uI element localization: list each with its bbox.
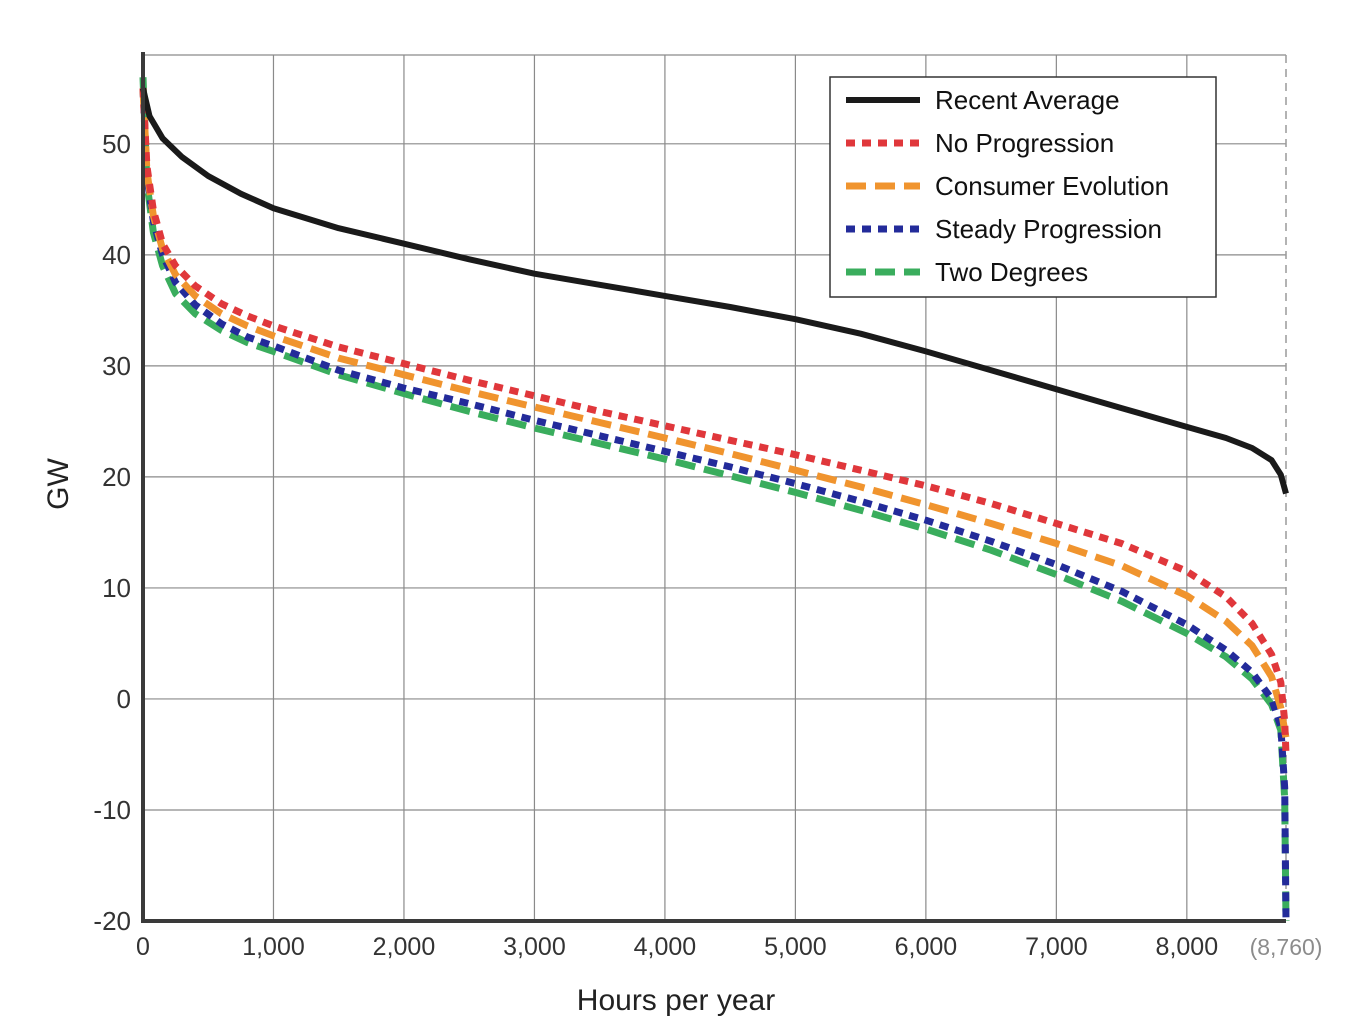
series-line-recent-average — [140, 87, 1289, 495]
x-tick-label: 7,000 — [1025, 933, 1088, 961]
series-line-two-degrees — [139, 77, 1290, 922]
x-tick-label: 0 — [136, 933, 150, 961]
x-axis-ticks: 0 1,000 2,000 3,000 4,000 5,000 6,000 7,000 8,00… — [136, 933, 1322, 961]
y-axis-label: GW — [42, 457, 75, 509]
legend-label: Consumer Evolution — [935, 171, 1169, 201]
y-axis-ticks: -20 -10 0 10 20 30 40 50 — [93, 129, 131, 936]
x-tick-label: 2,000 — [373, 933, 436, 961]
y-tick-label: 10 — [102, 573, 131, 603]
y-tick-label: -20 — [93, 906, 131, 936]
axes — [141, 52, 1286, 923]
y-tick-label: 0 — [117, 684, 131, 714]
x-tick-label: 8,000 — [1156, 933, 1219, 961]
x-tick-label: 4,000 — [634, 933, 697, 961]
legend-label: Two Degrees — [935, 257, 1088, 287]
legend-label: Steady Progression — [935, 214, 1162, 244]
x-tick-label: 1,000 — [242, 933, 305, 961]
series-layer — [139, 77, 1290, 922]
y-tick-label: 50 — [102, 129, 131, 159]
x-tick-label: 6,000 — [895, 933, 958, 961]
y-tick-label: 30 — [102, 351, 131, 381]
legend: Recent Average No Progression Consumer Evo… — [829, 76, 1217, 298]
x-tick-label: 5,000 — [764, 933, 827, 961]
series-line-consumer-evolution — [139, 88, 1290, 739]
y-tick-label: -10 — [93, 795, 131, 825]
y-tick-label: 40 — [102, 240, 131, 270]
y-tick-label: 20 — [102, 462, 131, 492]
x-tick-label-end: (8,760) — [1250, 934, 1323, 960]
series-line-steady-progression — [139, 88, 1290, 922]
x-tick-label: 3,000 — [503, 933, 566, 961]
legend-label: Recent Average — [935, 85, 1120, 115]
x-axis-label: Hours per year — [577, 984, 775, 1017]
legend-label: No Progression — [935, 128, 1114, 158]
